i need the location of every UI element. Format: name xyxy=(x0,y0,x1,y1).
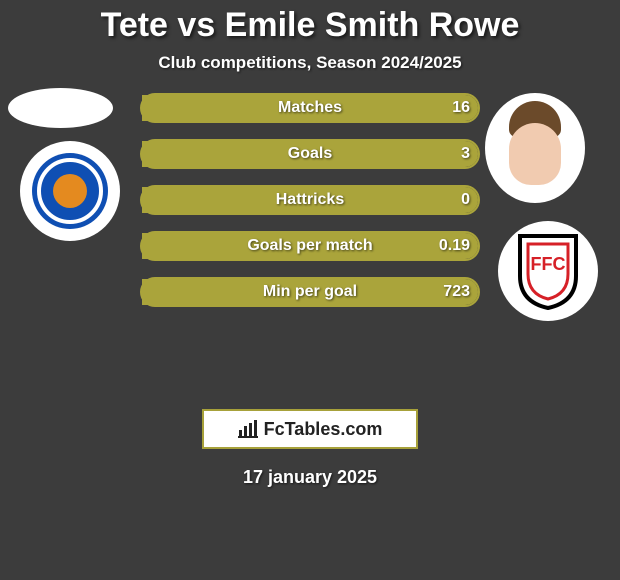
bar-chart-icon xyxy=(238,420,258,438)
stat-value-right: 16 xyxy=(452,95,470,121)
date-text: 17 january 2025 xyxy=(0,467,620,488)
stat-value-right: 3 xyxy=(461,141,470,167)
fulham-shield: FFC xyxy=(516,232,580,310)
stat-label: Matches xyxy=(142,95,478,121)
player-right-avatar xyxy=(485,93,585,203)
brand-box: FcTables.com xyxy=(202,409,418,449)
comparison-area: FFC Matches16 Goals3 Hattricks0 Goals per m… xyxy=(0,73,620,403)
avatar-head xyxy=(509,123,561,185)
stat-row: Goals3 xyxy=(140,139,480,169)
club-badge-right: FFC xyxy=(498,221,598,321)
stat-label: Hattricks xyxy=(142,187,478,213)
leicester-badge-ring xyxy=(37,158,103,224)
stat-row: Matches16 xyxy=(140,93,480,123)
stat-row: Min per goal723 xyxy=(140,277,480,307)
comparison-bars: Matches16 Goals3 Hattricks0 Goals per match… xyxy=(140,93,480,323)
page-title: Tete vs Emile Smith Rowe xyxy=(0,0,620,45)
subtitle: Club competitions, Season 2024/2025 xyxy=(0,53,620,73)
stat-value-right: 723 xyxy=(443,279,470,305)
svg-text:FFC: FFC xyxy=(531,254,566,274)
stat-value-right: 0 xyxy=(461,187,470,213)
stat-row: Hattricks0 xyxy=(140,185,480,215)
brand-text: FcTables.com xyxy=(264,419,383,440)
club-badge-left xyxy=(20,141,120,241)
stat-value-right: 0.19 xyxy=(439,233,470,259)
leicester-badge-inner xyxy=(32,153,108,229)
stat-row: Goals per match0.19 xyxy=(140,231,480,261)
stat-label: Goals per match xyxy=(142,233,478,259)
stat-label: Goals xyxy=(142,141,478,167)
player-left-avatar xyxy=(8,88,113,128)
stat-label: Min per goal xyxy=(142,279,478,305)
